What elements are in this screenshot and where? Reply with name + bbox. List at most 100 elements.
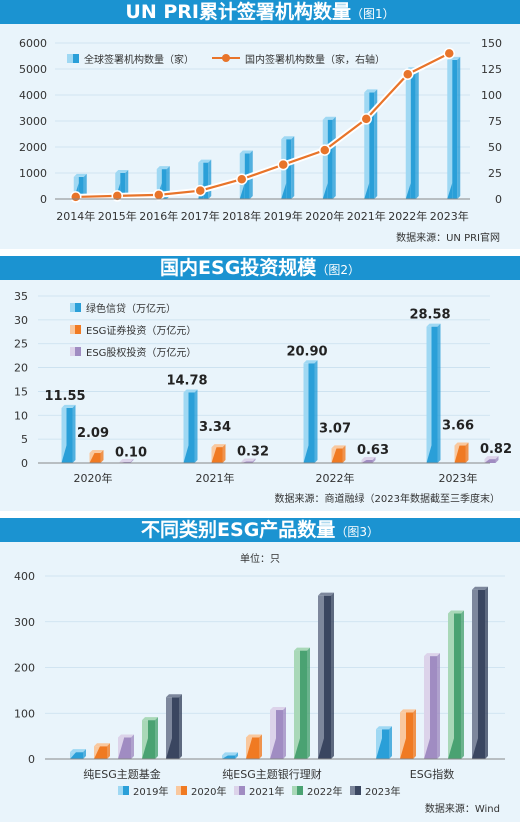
y-tick-label: 20 xyxy=(14,362,28,375)
y-tick-label: 100 xyxy=(14,707,35,720)
legend-marker-domestic xyxy=(222,54,230,62)
legend-label: 2023年 xyxy=(365,785,400,798)
line-domestic-halo xyxy=(75,50,451,200)
y-tick-label: 15 xyxy=(14,385,28,398)
y-tick-label: 25 xyxy=(14,338,28,351)
bar-global-9 xyxy=(447,56,461,200)
legend-label: 2021年 xyxy=(249,785,284,798)
bar-2-cat1 xyxy=(270,707,286,759)
x-tick-label: 2021年 xyxy=(196,471,235,485)
bar-s1-g1 xyxy=(211,444,226,463)
value-label: 3.34 xyxy=(199,420,231,435)
bar-s0-g1 xyxy=(183,389,198,463)
value-label: 0.10 xyxy=(115,446,147,461)
chart1-panel: 6000 5000 4000 3000 2000 1000 0 150 125 100 75 50 25… xyxy=(0,24,520,249)
y-tick-label: 3000 xyxy=(19,115,47,128)
x-tick-label: 2019年 xyxy=(264,209,303,223)
x-tick-label: 2014年 xyxy=(56,209,95,223)
bar-1-cat1 xyxy=(246,734,262,759)
y-tick-label: 35 xyxy=(14,290,28,303)
bar-3-cat1 xyxy=(294,647,310,759)
bar-3-cat0 xyxy=(142,717,158,759)
x-tick-label: 2021年 xyxy=(347,209,386,223)
bar-s1-g0 xyxy=(89,450,104,463)
point-domestic-0 xyxy=(70,191,82,203)
y-tick-label: 30 xyxy=(14,314,28,327)
x-tick-label: 2020年 xyxy=(305,209,344,223)
bar-s2-g2 xyxy=(361,456,376,463)
legend-swatch-esg-securities xyxy=(70,325,81,334)
legend-swatch-light xyxy=(292,786,297,795)
value-label: 20.90 xyxy=(286,344,327,359)
value-label: 3.07 xyxy=(319,421,351,436)
legend-label-domestic: 国内签署机构数量（家，右轴） xyxy=(245,53,385,66)
bar-1-cat2 xyxy=(400,709,416,759)
point-domestic-9 xyxy=(443,47,455,60)
chart1-svg: 6000 5000 4000 3000 2000 1000 0 150 125 100 75 50 25… xyxy=(19,37,502,244)
y-tick-label: 400 xyxy=(14,570,35,583)
bar-0-cat2 xyxy=(376,726,392,759)
legend-label-esg-securities: ESG证券投资（万亿元） xyxy=(86,324,196,337)
value-label: 28.58 xyxy=(409,308,450,323)
x-tick-label: 2017年 xyxy=(181,209,220,223)
bar-s2-g3 xyxy=(484,456,499,463)
value-label: 0.82 xyxy=(480,442,512,457)
chart3-svg: 单位：只 400 300 200 100 0 纯ESG主题基金 纯ESG主题银行理财 ESG指… xyxy=(14,552,505,815)
bar-3-cat2 xyxy=(448,610,464,759)
chart2-svg: 11.55 14.78 20.90 28.58 2.09 3.34 3.07 3.66 0.10… xyxy=(14,290,512,505)
bar-2-cat2 xyxy=(424,653,440,759)
value-label: 2.09 xyxy=(77,426,109,441)
y-tick-label: 5000 xyxy=(19,63,47,76)
bar-4-cat1 xyxy=(318,592,334,759)
y2-tick-label: 125 xyxy=(481,63,502,76)
legend-swatch-global-light xyxy=(67,54,73,63)
bar-s0-g0 xyxy=(61,404,76,463)
chart2-header: 国内ESG投资规模（图2） xyxy=(0,256,520,280)
legend-swatch xyxy=(234,786,245,795)
value-label: 14.78 xyxy=(166,373,207,388)
y-tick-label: 0 xyxy=(21,457,28,470)
y-tick-label: 4000 xyxy=(19,89,47,102)
chart3-title: 不同类别ESG产品数量 xyxy=(141,519,336,541)
x-tick-label: ESG指数 xyxy=(410,767,454,781)
line-domestic xyxy=(75,52,450,199)
bar-global-7 xyxy=(364,89,378,199)
point-domestic-4 xyxy=(236,173,248,185)
point-domestic-6 xyxy=(319,144,331,156)
y-tick-label: 300 xyxy=(14,616,35,629)
legend-label: 2020年 xyxy=(191,785,226,798)
x-tick-label: 2023年 xyxy=(430,209,469,223)
y-tick-label: 0 xyxy=(40,193,47,206)
bar-0-cat1 xyxy=(222,752,238,759)
point-domestic-2 xyxy=(153,189,165,201)
legend-swatch-green-credit xyxy=(70,303,81,312)
x-tick-label: 纯ESG主题基金 xyxy=(83,767,160,781)
legend-label: 2019年 xyxy=(133,785,168,798)
point-domestic-1 xyxy=(111,190,123,202)
y-tick-label: 5 xyxy=(21,433,28,446)
y2-tick-label: 75 xyxy=(488,115,502,128)
x-tick-label: 2015年 xyxy=(98,209,137,223)
legend-swatch xyxy=(292,786,303,795)
legend-swatch-green-credit-light xyxy=(70,303,75,312)
legend-label: 2022年 xyxy=(307,785,342,798)
chart2-source: 数据来源：商道融绿（2023年数据截至三季度末） xyxy=(275,492,500,505)
x-tick-label: 2018年 xyxy=(222,209,261,223)
legend-label-global: 全球签署机构数量（家） xyxy=(84,53,194,66)
bar-4-cat0 xyxy=(166,694,182,759)
x-tick-label: 2022年 xyxy=(316,471,355,485)
chart3-panel: 单位：只 400 300 200 100 0 纯ESG主题基金 纯ESG主题银行理财 ESG指… xyxy=(0,542,520,822)
value-label: 3.66 xyxy=(442,419,474,434)
y2-tick-label: 150 xyxy=(481,37,502,50)
y-tick-label: 2000 xyxy=(19,141,47,154)
chart2-panel: 11.55 14.78 20.90 28.58 2.09 3.34 3.07 3.66 0.10… xyxy=(0,280,520,511)
point-domestic-5 xyxy=(277,158,289,171)
legend-swatch xyxy=(350,786,361,795)
chart3-unit: 单位：只 xyxy=(240,552,280,565)
chart1-title: UN PRI累计签署机构数量 xyxy=(125,1,351,23)
legend-swatch-light xyxy=(176,786,181,795)
point-domestic-3 xyxy=(194,184,206,197)
legend-swatch-light xyxy=(118,786,123,795)
legend-swatch-light xyxy=(234,786,239,795)
chart1-header: UN PRI累计签署机构数量（图1） xyxy=(0,0,520,24)
